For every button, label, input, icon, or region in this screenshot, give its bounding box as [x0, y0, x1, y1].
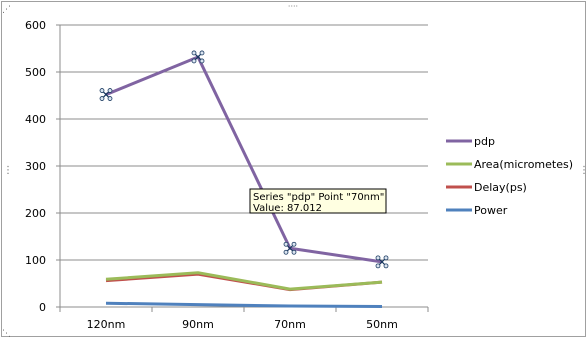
legend-label: Area(micrometes): [474, 158, 573, 171]
y-tick-label: 500: [25, 66, 46, 79]
series-line-area-micrometes[interactable]: [106, 273, 382, 289]
series-line-power[interactable]: [106, 303, 382, 306]
gridlines: [60, 25, 428, 260]
legend-label: Power: [474, 204, 508, 217]
series-lines[interactable]: [106, 57, 382, 307]
selection-marker[interactable]: [100, 89, 112, 101]
top-resize-handle[interactable]: ····: [288, 2, 298, 11]
y-tick-label: 0: [39, 301, 46, 314]
y-tick-label: 300: [25, 160, 46, 173]
data-point-tooltip: Series "pdp" Point "70nm" Value: 87.012: [250, 189, 386, 214]
x-tick-label: 70nm: [274, 318, 306, 331]
right-resize-handle[interactable]: ⋮: [579, 165, 587, 176]
top-left-resize-handle[interactable]: ⋰: [2, 5, 11, 15]
axes: [56, 25, 428, 312]
legend-label: pdp: [474, 135, 495, 148]
selected-series-markers[interactable]: [100, 51, 388, 268]
y-tick-label: 400: [25, 113, 46, 126]
y-tick-label: 200: [25, 207, 46, 220]
x-tick-label: 90nm: [182, 318, 214, 331]
y-tick-label: 600: [25, 19, 46, 32]
tooltip-line-2: Value: 87.012: [253, 203, 322, 214]
bottom-left-resize-handle[interactable]: ⋱: [2, 329, 11, 338]
legend-entry[interactable]: Delay(ps): [446, 181, 527, 194]
x-tick-label: 120nm: [87, 318, 126, 331]
series-line-pdp[interactable]: [106, 57, 382, 262]
legend-entry[interactable]: Area(micrometes): [446, 158, 573, 171]
selection-marker[interactable]: [192, 51, 204, 63]
x-tick-label: 50nm: [366, 318, 398, 331]
tooltip-line-1: Series "pdp" Point "70nm": [253, 192, 384, 203]
y-tick-label: 100: [25, 254, 46, 267]
legend-label: Delay(ps): [474, 181, 527, 194]
left-resize-handle[interactable]: ⋮: [3, 165, 13, 176]
legend[interactable]: pdp Area(micrometes) Delay(ps) Power: [446, 135, 573, 217]
y-axis-tick-labels: 0 100 200 300 400 500 600: [25, 19, 46, 314]
legend-entry[interactable]: Power: [446, 204, 508, 217]
x-axis-tick-labels: 120nm 90nm 70nm 50nm: [87, 318, 398, 331]
legend-entry[interactable]: pdp: [446, 135, 495, 148]
